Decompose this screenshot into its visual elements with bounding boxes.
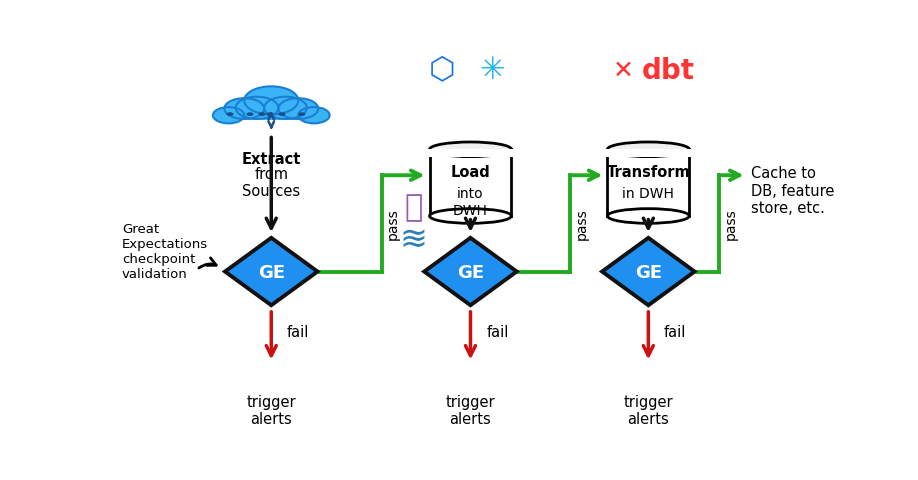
Bar [428,150,513,157]
Text: pass: pass [386,208,400,240]
Text: ✕: ✕ [613,59,634,83]
Circle shape [278,113,285,117]
Ellipse shape [430,143,511,157]
Text: trigger
alerts: trigger alerts [623,394,673,426]
Bar [606,150,690,157]
Text: Transform: Transform [607,165,690,180]
Circle shape [298,108,330,124]
Polygon shape [602,239,695,306]
Text: fail: fail [287,325,309,340]
Text: into
DWH: into DWH [453,187,487,217]
Text: Load: Load [451,165,490,180]
Circle shape [278,99,319,120]
Circle shape [246,113,253,117]
Circle shape [266,113,274,117]
Text: pass: pass [724,208,738,240]
Text: GE: GE [457,263,484,281]
Text: Great
Expectations
checkpoint
validation: Great Expectations checkpoint validation [122,223,208,281]
Text: fail: fail [487,325,509,340]
Ellipse shape [608,209,689,224]
Circle shape [236,97,278,120]
Bar [225,109,318,120]
Text: trigger
alerts: trigger alerts [246,394,297,426]
Circle shape [259,113,265,117]
Circle shape [224,99,264,120]
Circle shape [244,87,298,115]
Text: pass: pass [575,208,588,240]
Bar [430,150,511,216]
Text: fail: fail [664,325,687,340]
Text: GE: GE [258,263,285,281]
Ellipse shape [430,209,511,224]
Text: in DWH: in DWH [622,187,675,201]
Text: dbt: dbt [642,57,695,84]
Text: ✳: ✳ [479,56,505,85]
Bar [608,150,689,216]
Text: GE: GE [634,263,662,281]
Text: 𝄙: 𝄙 [405,193,422,222]
Ellipse shape [608,143,689,157]
Polygon shape [225,239,318,306]
Circle shape [227,113,233,117]
Polygon shape [424,239,517,306]
Text: Cache to
DB, feature
store, etc.: Cache to DB, feature store, etc. [752,166,834,216]
Text: trigger
alerts: trigger alerts [445,394,496,426]
Circle shape [264,97,307,120]
Text: ⬡: ⬡ [429,56,455,85]
Text: Extract: Extract [241,152,301,167]
Text: from
Sources: from Sources [242,167,300,199]
Text: ≋: ≋ [399,222,428,255]
Circle shape [213,108,244,124]
Circle shape [298,113,306,117]
